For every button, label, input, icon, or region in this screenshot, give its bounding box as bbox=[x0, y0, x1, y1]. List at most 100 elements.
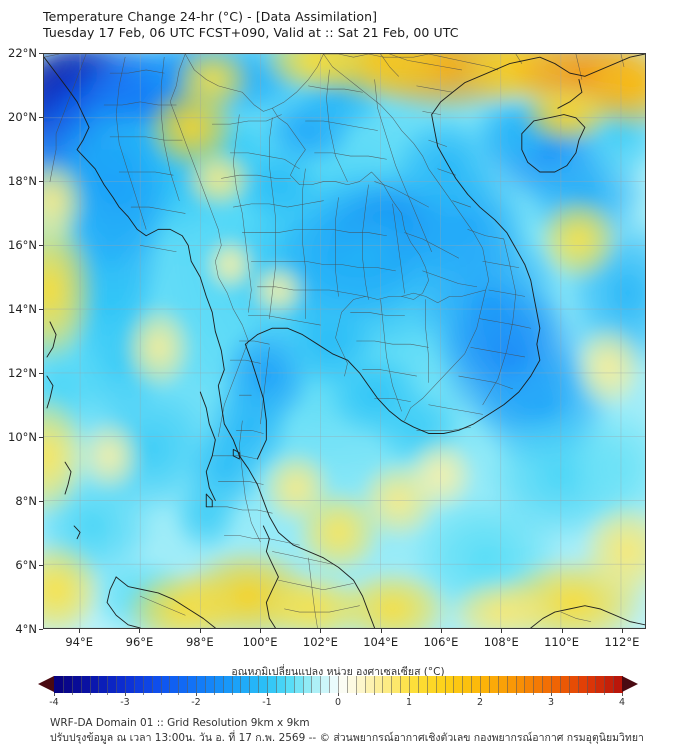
colorbar-segment bbox=[488, 676, 499, 693]
colorbar-segment bbox=[471, 676, 481, 693]
colorbar-segment-divider bbox=[89, 676, 91, 693]
colorbar-segment-divider bbox=[160, 676, 162, 693]
colorbar-segment bbox=[213, 676, 224, 693]
colorbar-segment-divider bbox=[302, 676, 304, 693]
colorbar-segment-divider bbox=[329, 676, 331, 693]
lon-tick-label: 110°E bbox=[544, 635, 580, 649]
colorbar-segment-divider bbox=[373, 676, 375, 693]
colorbar-segment bbox=[515, 676, 525, 693]
colorbar-segment bbox=[364, 676, 375, 693]
colorbar-segment bbox=[258, 676, 268, 693]
colorbar-segment-divider bbox=[196, 676, 197, 693]
colorbar-minor-tick bbox=[302, 693, 304, 695]
lat-tick-label: 6°N bbox=[15, 558, 37, 572]
colorbar-segment bbox=[54, 676, 64, 693]
lon-tick-mark bbox=[199, 629, 201, 633]
colorbar-segment-divider bbox=[391, 676, 393, 693]
colorbar-segment bbox=[178, 676, 188, 693]
colorbar-segment-divider bbox=[542, 676, 544, 693]
lon-tick-label: 98°E bbox=[185, 635, 214, 649]
colorbar-tick-label: -3 bbox=[120, 697, 130, 708]
colorbar-segment bbox=[133, 676, 144, 693]
colorbar-segment bbox=[559, 676, 570, 693]
lon-tick-mark bbox=[320, 629, 322, 633]
colorbar-segment-divider bbox=[595, 676, 597, 693]
colorbar-segment bbox=[107, 676, 117, 693]
colorbar-segment-divider bbox=[488, 676, 490, 693]
colorbar-segment bbox=[346, 676, 357, 693]
colorbar-segment-divider bbox=[311, 676, 313, 693]
colorbar-segment-divider bbox=[267, 676, 268, 693]
colorbar-segment-divider bbox=[417, 676, 419, 693]
colorbar-major-tick bbox=[551, 693, 552, 696]
colorbar-segment-divider bbox=[551, 676, 552, 693]
colorbar-over-arrow bbox=[622, 676, 638, 692]
colorbar-segment bbox=[435, 676, 446, 693]
colorbar-tick-label: -1 bbox=[262, 697, 272, 708]
colorbar-minor-tick bbox=[373, 693, 375, 695]
colorbar-segment-divider bbox=[497, 676, 499, 693]
colorbar-minor-tick bbox=[284, 693, 286, 695]
colorbar-ticks: -4 -3 -2 -1 0 1 2 3 4 bbox=[38, 693, 638, 709]
colorbar[interactable] bbox=[38, 676, 638, 693]
colorbar-segment bbox=[311, 676, 321, 693]
colorbar-segment bbox=[275, 676, 286, 693]
colorbar-segment bbox=[533, 676, 543, 693]
colorbar-segment bbox=[116, 676, 126, 693]
colorbar-minor-tick bbox=[444, 693, 446, 695]
colorbar-segment bbox=[595, 676, 605, 693]
colorbar-segment bbox=[382, 676, 392, 693]
map-plot-area[interactable] bbox=[43, 53, 646, 629]
footer-domain-info: WRF-DA Domain 01 :: Grid Resolution 9km … bbox=[50, 717, 310, 729]
colorbar-segment-divider bbox=[284, 676, 286, 693]
colorbar-segment-divider bbox=[338, 676, 339, 693]
lon-tick-label: 106°E bbox=[423, 635, 459, 649]
colorbar-segment-divider bbox=[133, 676, 135, 693]
colorbar-segment bbox=[568, 676, 579, 693]
colorbar-segment-divider bbox=[213, 676, 215, 693]
lon-tick-mark bbox=[260, 629, 262, 633]
coastline-and-borders bbox=[44, 54, 645, 628]
colorbar-segment bbox=[196, 676, 206, 693]
colorbar-segment bbox=[302, 676, 312, 693]
colorbar-segment bbox=[160, 676, 170, 693]
colorbar-minor-tick bbox=[213, 693, 215, 695]
colorbar-minor-tick bbox=[462, 693, 464, 695]
lat-tick-label: 4°N bbox=[15, 622, 37, 636]
colorbar-minor-tick bbox=[160, 693, 162, 695]
colorbar-segment bbox=[89, 676, 99, 693]
colorbar-segment-divider bbox=[559, 676, 561, 693]
lon-tick-mark bbox=[139, 629, 141, 633]
lon-tick-label: 102°E bbox=[302, 635, 338, 649]
colorbar-segment bbox=[577, 676, 588, 693]
colorbar-segment bbox=[604, 676, 614, 693]
temperature-anomaly-field bbox=[44, 54, 645, 628]
lon-tick-mark bbox=[621, 629, 623, 633]
colorbar-segment bbox=[338, 676, 348, 693]
lon-tick-mark bbox=[380, 629, 382, 633]
lon-tick-mark bbox=[440, 629, 442, 633]
colorbar-segment bbox=[169, 676, 179, 693]
colorbar-segment-divider bbox=[355, 676, 357, 693]
colorbar-tick-label: 0 bbox=[334, 697, 342, 708]
colorbar-segment-divider bbox=[258, 676, 260, 693]
lat-tick-label: 10°N bbox=[8, 430, 37, 444]
colorbar-segment bbox=[284, 676, 295, 693]
colorbar-minor-tick bbox=[249, 693, 251, 695]
colorbar-segment-divider bbox=[142, 676, 144, 693]
colorbar-segment bbox=[497, 676, 508, 693]
colorbar-minor-tick bbox=[231, 693, 233, 695]
colorbar-segment-divider bbox=[400, 676, 402, 693]
colorbar-label: อุณหภูมิเปลี่ยนแปลง หน่วย องศาเซลเซียส (… bbox=[231, 666, 445, 678]
colorbar-segment-divider bbox=[151, 676, 153, 693]
lat-tick-label: 18°N bbox=[8, 174, 37, 188]
colorbar-segment-divider bbox=[568, 676, 570, 693]
colorbar-segment-divider bbox=[204, 676, 206, 693]
colorbar-minor-tick bbox=[391, 693, 393, 695]
colorbar-major-tick bbox=[622, 693, 623, 696]
colorbar-segment-divider bbox=[613, 676, 615, 693]
colorbar-minor-tick bbox=[71, 693, 73, 695]
colorbar-segment-divider bbox=[116, 676, 118, 693]
colorbar-segment-divider bbox=[604, 676, 606, 693]
colorbar-segment bbox=[551, 676, 561, 693]
